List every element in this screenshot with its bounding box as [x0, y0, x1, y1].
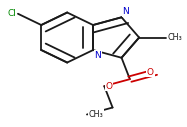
- Text: CH₃: CH₃: [168, 33, 183, 42]
- Text: O: O: [106, 82, 113, 91]
- Text: Cl: Cl: [7, 9, 16, 18]
- Text: O: O: [147, 68, 154, 77]
- Text: N: N: [95, 51, 101, 60]
- Text: CH₃: CH₃: [89, 110, 104, 119]
- Text: N: N: [122, 7, 129, 16]
